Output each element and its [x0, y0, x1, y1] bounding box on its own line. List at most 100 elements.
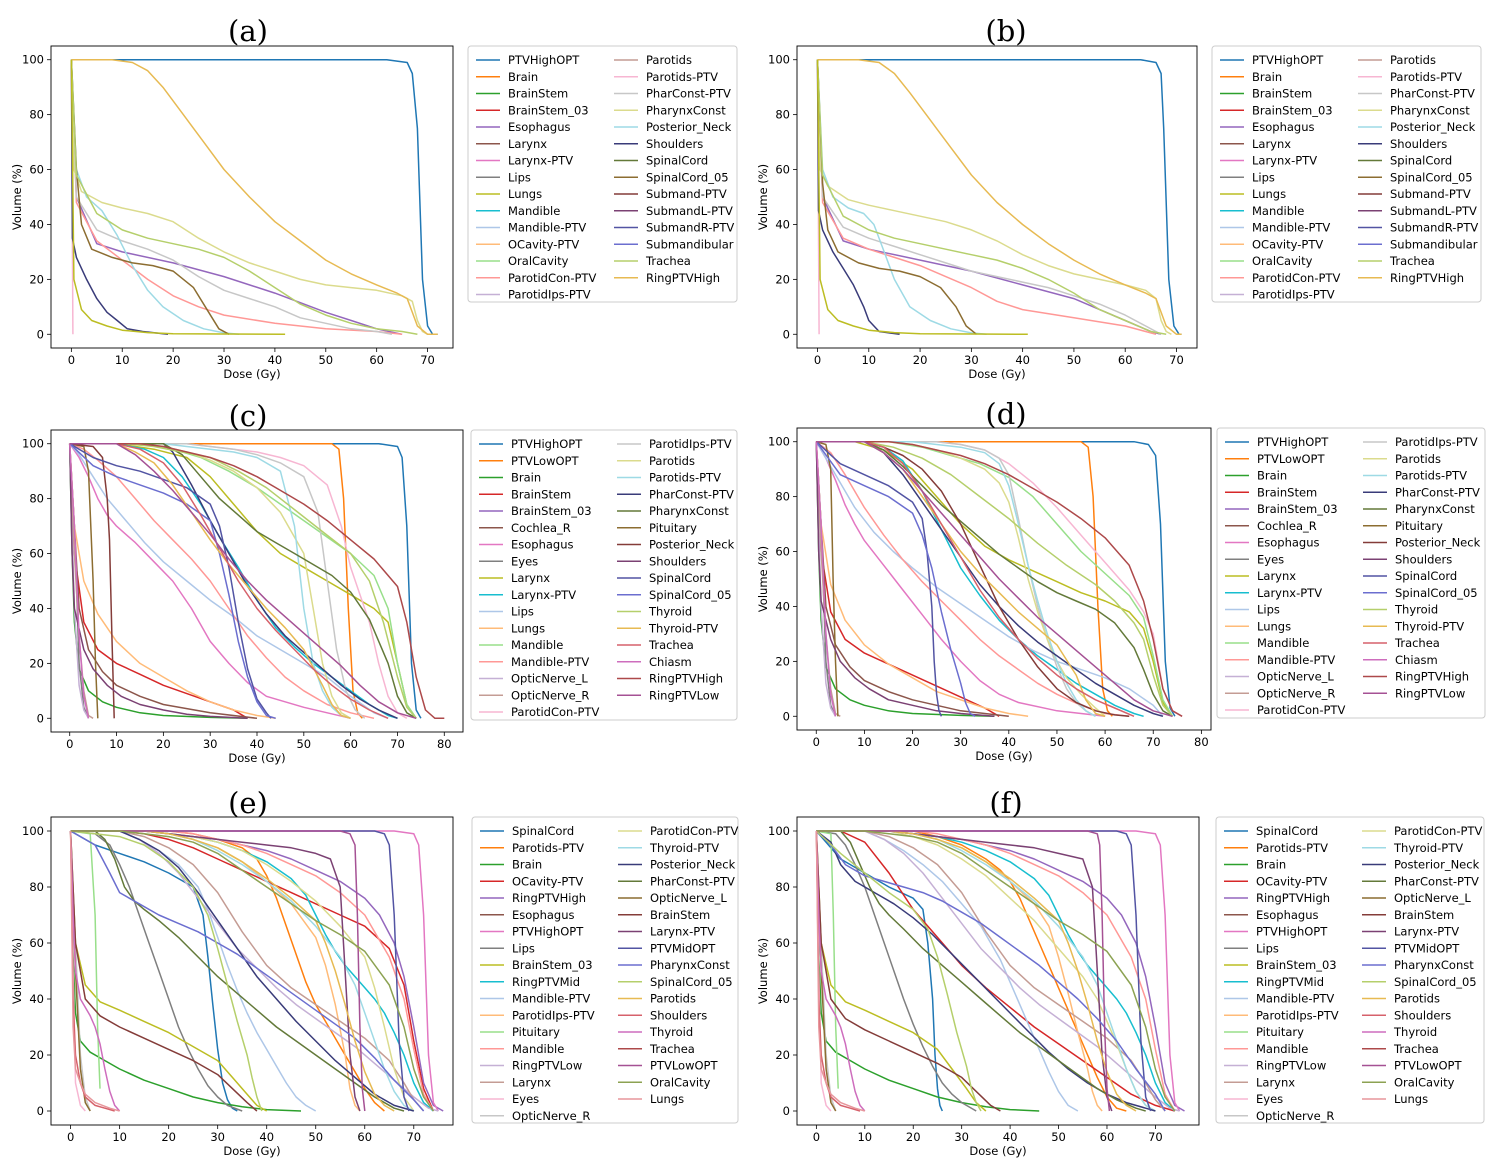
legend-label: Cochlea_R: [1257, 519, 1317, 533]
legend-entry: Parotids: [1363, 452, 1441, 466]
legend-entry: Eyes: [479, 554, 538, 568]
legend-label: SubmandR-PTV: [646, 221, 734, 235]
legend-entry: Chiasm: [617, 655, 692, 669]
legend: PTVHighOPT PTVLowOPT Brain BrainStem BrainSt…: [1216, 427, 1486, 719]
legend-label: OralCavity: [508, 254, 569, 268]
legend-entry: Esophagus: [1220, 120, 1315, 134]
legend-label: PTVHighOPT: [512, 925, 584, 939]
legend-entry: Mandible-PTV: [1224, 992, 1334, 1006]
series-group: [68, 442, 445, 720]
legend-label: Esophagus: [508, 120, 571, 134]
legend-label: OralCavity: [1252, 254, 1313, 268]
y-tick-label: 40: [775, 217, 790, 231]
legend-label: Parotids: [649, 454, 695, 468]
legend-label: SubmandR-PTV: [1390, 221, 1478, 235]
y-tick-label: 0: [783, 709, 790, 723]
plot-area: [797, 428, 1211, 730]
legend-entry: OralCavity: [1220, 254, 1313, 268]
series-line-Thyroid: [69, 830, 121, 1112]
legend-entry: ParotidIps-PTV: [1363, 435, 1478, 449]
legend-label: PharConst-PTV: [1395, 485, 1480, 499]
legend-label: Lungs: [1252, 187, 1286, 201]
legend-label: Thyroid-PTV: [649, 841, 719, 855]
legend-entry: Chiasm: [1363, 653, 1438, 667]
series-line-ParotidIps-PTV: [69, 442, 366, 719]
legend-entry: Cochlea_R: [1225, 519, 1317, 533]
legend-frame: [1211, 45, 1482, 303]
series-line-Lungs-low: [816, 59, 1028, 336]
legend-entry: SpinalCord: [1363, 569, 1457, 583]
legend-entry: Parotids: [617, 454, 695, 468]
y-axis-label: Volume (%): [10, 548, 24, 614]
x-tick-label: 0: [814, 353, 821, 367]
x-tick-label: 0: [67, 1130, 74, 1144]
legend-frame: [1215, 816, 1485, 1124]
legend-label: Thyroid-PTV: [648, 621, 718, 635]
legend-entry: Lungs: [476, 187, 542, 201]
y-tick-label: 80: [29, 108, 44, 122]
legend-label: Lips: [1256, 941, 1279, 955]
legend-label: Parotids-PTV: [1390, 70, 1462, 84]
legend-label: PTVMidOPT: [650, 941, 716, 955]
legend-entry: Larynx-PTV: [1220, 154, 1317, 168]
legend-entry: PharynxConst: [618, 958, 730, 972]
legend-label: Mandible-PTV: [508, 221, 586, 235]
series-line-Chiasm: [68, 443, 90, 719]
panel-f: (f) 0 10 20 30 40 50 60 70 0 20 40 60 80 100 Dose (Gy) V…: [756, 786, 1485, 1158]
series-group: [70, 58, 438, 336]
legend-entry: PharynxConst: [617, 504, 729, 518]
series-line-PharConst-PTV: [816, 59, 1162, 335]
panel-title: (d): [985, 397, 1026, 431]
legend-label: Mandible-PTV: [1257, 653, 1335, 667]
x-tick-label: 0: [68, 353, 75, 367]
legend-label: ParotidIps-PTV: [1252, 288, 1335, 302]
y-tick-label: 60: [29, 547, 44, 561]
x-tick-label: 0: [813, 735, 820, 749]
legend-entry: BrainStem_03: [479, 504, 592, 518]
x-tick-label: 20: [905, 735, 920, 749]
legend-entry: ParotidIps-PTV: [1224, 1008, 1339, 1022]
legend-entry: Shoulders: [617, 554, 706, 568]
legend-label: Thyroid: [1393, 1025, 1437, 1039]
legend-label: Larynx: [512, 1075, 551, 1089]
series-line-Brain: [69, 830, 302, 1112]
series-line-PharynxConst: [70, 830, 425, 1112]
legend-entry: Posterior_Neck: [618, 858, 736, 872]
legend-entry: Lips: [1220, 170, 1275, 184]
legend-entry: OpticNerve_R: [1225, 686, 1335, 700]
legend-entry: Posterior_Neck: [1358, 120, 1476, 134]
legend-label: Posterior_Neck: [1394, 858, 1480, 872]
legend-label: PharConst-PTV: [649, 487, 734, 501]
series-line-PTVMidOPT: [816, 830, 1152, 1112]
x-tick-label: 20: [906, 1130, 921, 1144]
legend-label: PharynxConst: [1390, 103, 1470, 117]
y-tick-label: 20: [775, 654, 790, 668]
series-line-PTVHighOPT: [71, 58, 438, 336]
legend-label: Posterior_Neck: [1395, 536, 1481, 550]
legend-label: BrainStem_03: [508, 103, 589, 117]
legend-entry: PTVHighOPT: [479, 437, 583, 451]
legend-entry: Parotids-PTV: [617, 471, 721, 485]
y-tick-label: 100: [22, 53, 44, 67]
series-line-Larynx: [70, 830, 425, 1112]
legend-entry: BrainStem: [479, 487, 571, 501]
legend-entry: Brain: [480, 858, 542, 872]
legend-label: SpinalCord: [1390, 154, 1452, 168]
legend-entry: OCavity-PTV: [480, 874, 583, 888]
y-tick-label: 60: [775, 545, 790, 559]
legend-label: Parotids-PTV: [512, 841, 584, 855]
x-tick-label: 40: [1003, 1130, 1018, 1144]
series-group: [69, 830, 444, 1112]
legend-entry: PTVLowOPT: [479, 454, 579, 468]
legend-label: Mandible-PTV: [512, 992, 590, 1006]
legend-label: BrainStem_03: [1256, 958, 1337, 972]
legend-label: Larynx-PTV: [1394, 925, 1459, 939]
legend-label: Thyroid: [649, 1025, 693, 1039]
legend-entry: OralCavity: [476, 254, 569, 268]
legend-label: ParotidIps-PTV: [649, 437, 732, 451]
legend-label: ParotidCon-PTV: [511, 705, 599, 719]
y-tick-label: 0: [37, 711, 44, 725]
legend-entry: Larynx: [479, 571, 550, 585]
legend-entry: Parotids-PTV: [1358, 70, 1462, 84]
legend-label: Trachea: [1394, 636, 1440, 650]
